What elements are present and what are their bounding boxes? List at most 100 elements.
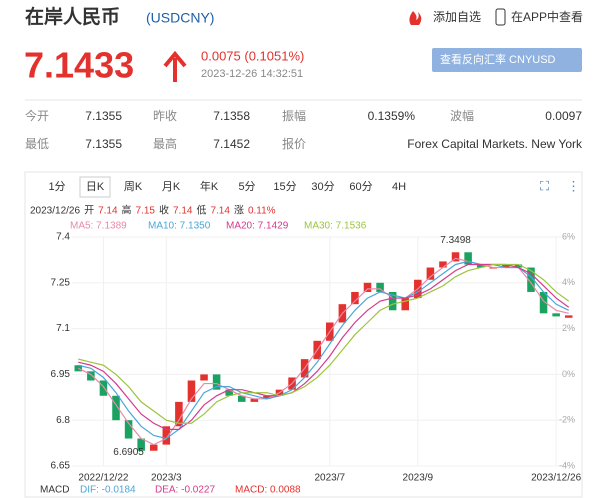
y2-tick-label: -4% bbox=[559, 460, 575, 470]
y2-tick-label: -2% bbox=[559, 415, 575, 425]
tab[interactable]: 周K bbox=[124, 180, 143, 193]
info-label: 低 bbox=[196, 204, 206, 217]
candle bbox=[464, 252, 472, 265]
candle bbox=[502, 264, 510, 268]
info-value: 7.14 bbox=[98, 206, 118, 217]
info-value: 0.11% bbox=[248, 206, 276, 217]
title: 在岸人民币 bbox=[25, 5, 120, 28]
macd-label: DIF: -0.0184 bbox=[80, 485, 136, 496]
stat-label: 今开 bbox=[25, 108, 49, 123]
candle bbox=[212, 374, 221, 390]
candle bbox=[539, 291, 548, 314]
y-tick-label: 7.25 bbox=[51, 277, 71, 288]
tab[interactable]: 5分 bbox=[238, 180, 255, 193]
tab[interactable]: 年K bbox=[200, 179, 219, 193]
candle bbox=[175, 401, 183, 427]
legend-entry: MA10: 7.1350 bbox=[148, 221, 211, 232]
change: 0.0075 (0.1051%) bbox=[201, 48, 304, 63]
info-label: 涨 bbox=[234, 205, 244, 217]
legend-entry: MA5: 7.1389 bbox=[70, 221, 127, 232]
stat-value: 7.1358 bbox=[213, 109, 250, 123]
add-watch[interactable]: 添加自选 bbox=[433, 10, 481, 24]
tab[interactable]: 1分 bbox=[48, 180, 65, 193]
candle bbox=[388, 291, 397, 311]
y-tick-label: 6.95 bbox=[51, 369, 71, 380]
candle bbox=[225, 389, 233, 396]
candle bbox=[426, 267, 435, 280]
info-value: 7.15 bbox=[136, 206, 156, 217]
candle bbox=[263, 395, 271, 399]
code: (USDCNY) bbox=[146, 10, 214, 26]
candle bbox=[237, 395, 246, 402]
stat-value: Forex Capital Markets. New York bbox=[407, 137, 583, 151]
ma-line bbox=[78, 260, 569, 440]
y2-tick-label: 6% bbox=[562, 231, 575, 241]
info-label: 开 bbox=[84, 206, 94, 217]
info-value: 7.14 bbox=[210, 206, 230, 217]
candle bbox=[187, 380, 196, 402]
reverse-text[interactable]: 查看反向汇率 CNYUSD bbox=[440, 52, 556, 66]
chart-box bbox=[24, 171, 583, 498]
info-label: 高 bbox=[122, 204, 132, 217]
menu-icon[interactable]: ⋮ bbox=[567, 178, 580, 193]
stat-value: 7.1452 bbox=[213, 137, 250, 151]
candle bbox=[552, 313, 560, 317]
stat-label: 波幅 bbox=[450, 108, 474, 123]
stat-label: 报价 bbox=[282, 136, 306, 151]
tab[interactable]: 30分 bbox=[311, 180, 334, 193]
stat-label: 昨收 bbox=[153, 109, 177, 123]
expand-icon[interactable]: ⛶ bbox=[539, 178, 550, 193]
candle bbox=[162, 426, 171, 445]
time: 2023-12-26 14:32:51 bbox=[201, 68, 303, 80]
candle bbox=[439, 261, 447, 268]
up-arrow bbox=[163, 50, 187, 82]
candle bbox=[149, 444, 158, 451]
tab[interactable]: 15分 bbox=[273, 180, 296, 193]
info-label: 收 bbox=[159, 204, 169, 217]
ma-line bbox=[78, 263, 570, 424]
tab[interactable]: 月K bbox=[162, 181, 181, 193]
stat-value: 0.0097 bbox=[545, 109, 582, 123]
tab[interactable]: 4H bbox=[392, 181, 406, 193]
legend-entry: MA20: 7.1429 bbox=[226, 221, 289, 232]
candle bbox=[112, 395, 120, 421]
candle bbox=[363, 282, 372, 292]
x-tick-label: 2023/3 bbox=[151, 473, 182, 484]
y2-tick-label: 2% bbox=[562, 323, 575, 333]
open-app[interactable]: 在APP中查看 bbox=[511, 9, 583, 24]
candle bbox=[514, 264, 523, 268]
fire-icon bbox=[409, 11, 422, 25]
candle bbox=[564, 315, 573, 318]
y-tick-label: 7.1 bbox=[56, 323, 70, 334]
annotation: 7.3498 bbox=[440, 235, 471, 246]
macd-label: MACD bbox=[40, 485, 69, 496]
price: 7.1433 bbox=[24, 45, 134, 86]
x-tick-label: 2023/9 bbox=[403, 473, 434, 484]
info-date: 2023/12/26 bbox=[30, 206, 80, 217]
annotation: 6.6905 bbox=[113, 447, 144, 458]
stat-label: 最高 bbox=[153, 136, 177, 151]
candle bbox=[476, 264, 485, 268]
y-tick-label: 7.4 bbox=[56, 232, 70, 243]
ma-line bbox=[78, 263, 570, 430]
candle bbox=[401, 298, 410, 311]
y2-tick-label: 4% bbox=[562, 277, 575, 287]
candle bbox=[351, 291, 359, 305]
stat-value: 7.1355 bbox=[85, 109, 122, 123]
y-tick-label: 6.65 bbox=[51, 461, 71, 472]
y2-tick-label: 0% bbox=[562, 369, 575, 379]
tab[interactable]: 60分 bbox=[349, 180, 372, 193]
tab[interactable]: 日K bbox=[86, 181, 105, 193]
candle bbox=[87, 371, 95, 381]
candle bbox=[451, 252, 460, 262]
candle bbox=[99, 380, 108, 396]
macd-label: MACD: 0.0088 bbox=[235, 485, 301, 496]
legend-entry: MA30: 7.1536 bbox=[304, 221, 367, 232]
x-tick-label: 2023/12/26 bbox=[531, 473, 581, 484]
reverse-button[interactable] bbox=[432, 48, 582, 72]
phone-icon bbox=[495, 8, 506, 26]
candle bbox=[527, 267, 535, 292]
candle bbox=[124, 420, 133, 439]
info-value: 7.14 bbox=[173, 206, 193, 217]
